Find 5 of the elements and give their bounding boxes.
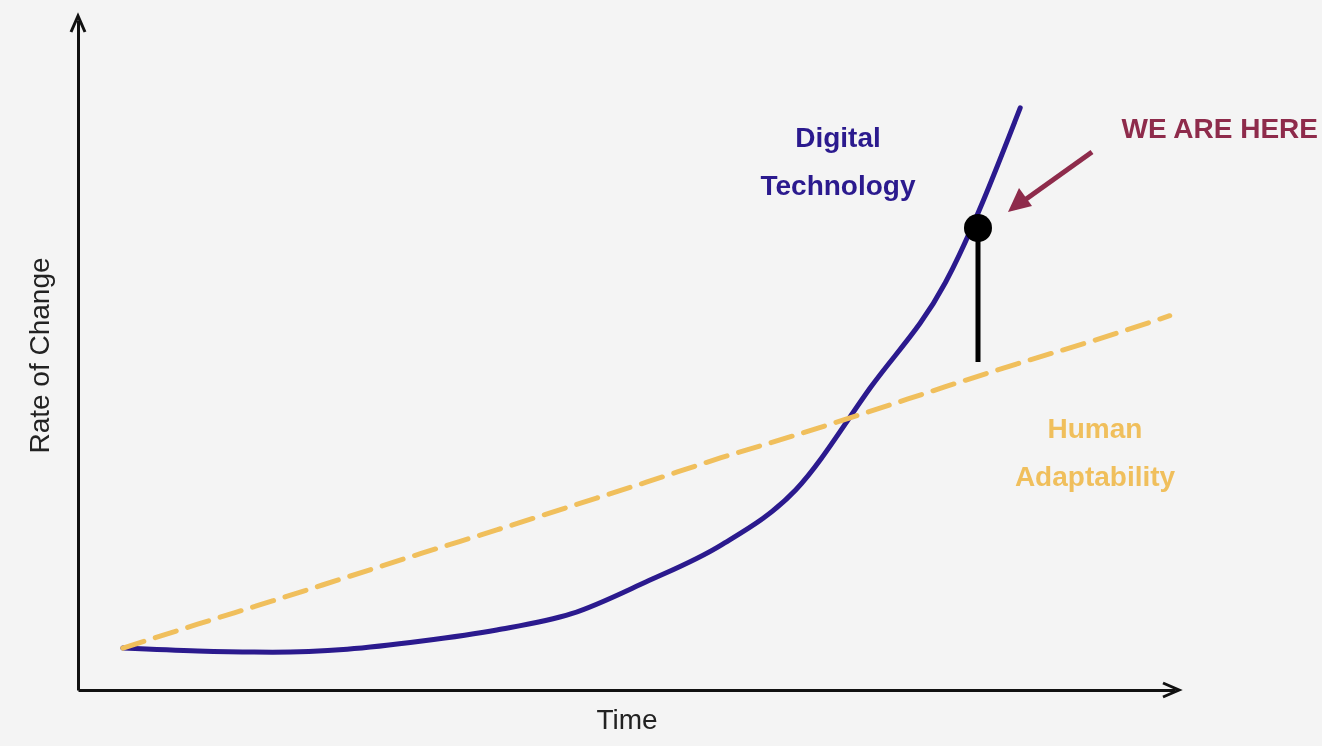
series-label: Human Adaptability xyxy=(1014,413,1176,492)
annotation: WE ARE HERE xyxy=(1121,113,1318,144)
y-axis-title: Rate of Change xyxy=(23,257,55,454)
x-axis-title: Time xyxy=(596,703,658,735)
text: Digital Technology xyxy=(760,122,916,201)
